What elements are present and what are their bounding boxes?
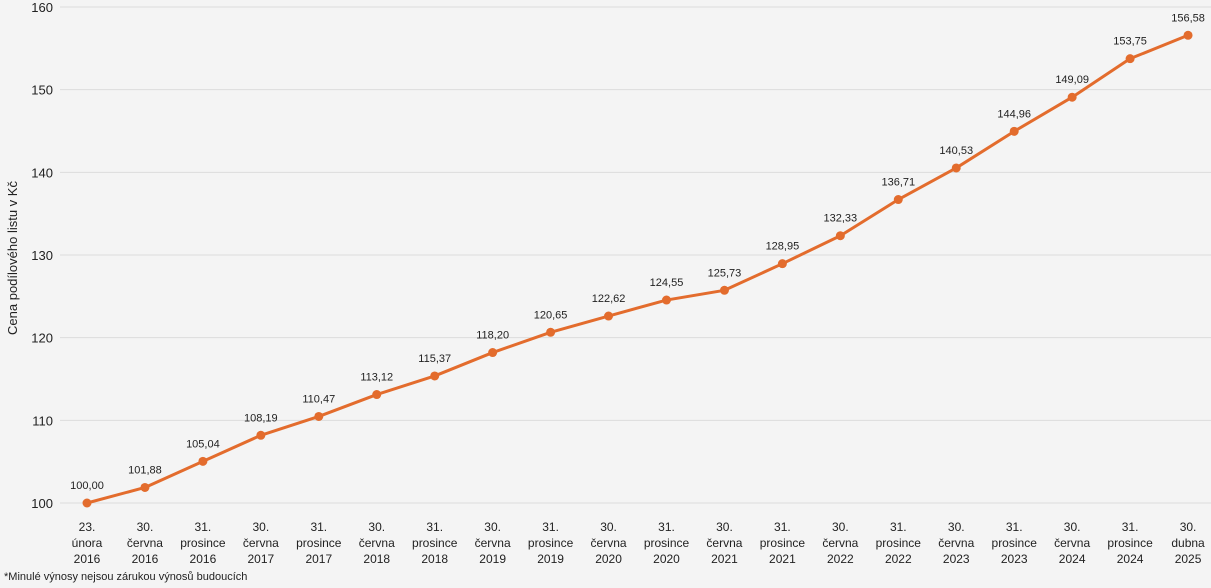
data-label: 118,20 <box>476 330 509 342</box>
data-label: 122,62 <box>592 293 626 305</box>
x-tick-label: 31. prosince 2019 <box>528 520 574 566</box>
x-axis-ticks: 23. února 2016 30. června 2016 31. prosince 2016… <box>72 520 1205 566</box>
y-tick-label: 100 <box>31 496 53 511</box>
data-point <box>1183 30 1193 40</box>
data-label: 153,75 <box>1113 36 1147 48</box>
data-label: 110,47 <box>302 393 335 405</box>
footnote: *Minulé výnosy nejsou zárukou výnosů bud… <box>4 571 248 583</box>
data-point <box>430 371 440 381</box>
x-tick-label: 31. prosince 2022 <box>876 520 922 566</box>
x-tick-label: 30. června 2018 <box>359 520 395 566</box>
x-tick-label: 31. prosince 2020 <box>644 520 690 566</box>
y-tick-label: 110 <box>32 413 53 428</box>
y-tick-label: 130 <box>31 248 53 263</box>
x-tick-label: 30. června 2017 <box>243 520 279 566</box>
data-point <box>314 411 324 421</box>
data-point <box>488 348 498 358</box>
data-label: 140,53 <box>939 145 973 157</box>
y-tick-label: 140 <box>31 165 53 180</box>
data-label: 125,73 <box>708 267 742 279</box>
y-tick-label: 160 <box>31 0 53 15</box>
x-tick-label: 31. prosince 2023 <box>992 520 1038 566</box>
data-point <box>662 295 671 305</box>
x-tick-label: 31. prosince 2016 <box>180 520 226 566</box>
data-point <box>372 390 382 400</box>
y-tick-label: 150 <box>31 83 53 98</box>
data-label: 156,58 <box>1171 12 1205 24</box>
x-tick-label: 30. června 2016 <box>127 520 163 566</box>
data-point <box>1125 54 1135 64</box>
data-label: 124,55 <box>650 277 684 289</box>
data-labels: 100,00 101,88 105,04 108,19 110,47 113,12 115,… <box>70 12 1205 492</box>
data-point <box>893 195 903 205</box>
data-point <box>198 456 208 466</box>
data-label: 105,04 <box>186 438 220 450</box>
gridlines <box>60 6 1211 504</box>
x-tick-label: 30. června 2021 <box>706 520 742 566</box>
x-tick-label: 30. června 2023 <box>938 520 974 566</box>
data-label: 101,88 <box>128 464 162 476</box>
data-point <box>719 285 729 295</box>
data-label: 136,71 <box>881 177 915 189</box>
data-label: 100,00 <box>70 480 104 492</box>
x-tick-label: 23. února 2016 <box>72 520 103 566</box>
x-tick-label: 31. prosince 2017 <box>296 520 342 566</box>
data-label: 144,96 <box>997 108 1031 120</box>
x-tick-label: 30. dubna 2025 <box>1171 520 1205 566</box>
data-point <box>835 231 845 241</box>
data-point <box>546 327 556 337</box>
data-label: 132,33 <box>824 213 858 225</box>
data-points <box>82 30 1193 508</box>
x-tick-label: 30. června 2022 <box>822 520 858 566</box>
data-point <box>256 430 266 440</box>
x-tick-label: 31. prosince 2024 <box>1107 520 1153 566</box>
x-tick-label: 30. června 2020 <box>591 520 627 566</box>
data-point <box>1009 126 1019 136</box>
line-chart: 100 110 120 130 140 150 160 Cena podílového li… <box>5 0 1211 566</box>
x-tick-label: 31. prosince 2021 <box>760 520 806 566</box>
data-point <box>1067 92 1077 102</box>
y-axis-ticks: 100 110 120 130 140 150 160 <box>31 0 53 511</box>
data-point <box>82 498 92 508</box>
data-label: 120,65 <box>534 309 568 321</box>
data-label: 113,12 <box>360 372 393 384</box>
data-label: 115,37 <box>418 353 451 365</box>
data-point <box>140 482 150 492</box>
data-point <box>951 163 961 173</box>
data-label: 149,09 <box>1055 74 1089 86</box>
series-line <box>86 33 1189 505</box>
x-tick-label: 30. června 2019 <box>475 520 511 566</box>
data-label: 108,19 <box>244 412 278 424</box>
data-label: 128,95 <box>766 241 800 253</box>
data-point <box>604 311 614 321</box>
y-axis-label: Cena podílového listu v Kč <box>5 181 20 335</box>
x-tick-label: 30. června 2024 <box>1054 520 1090 566</box>
x-tick-label: 31. prosince 2018 <box>412 520 458 566</box>
data-point <box>777 259 787 269</box>
y-tick-label: 120 <box>31 331 53 346</box>
